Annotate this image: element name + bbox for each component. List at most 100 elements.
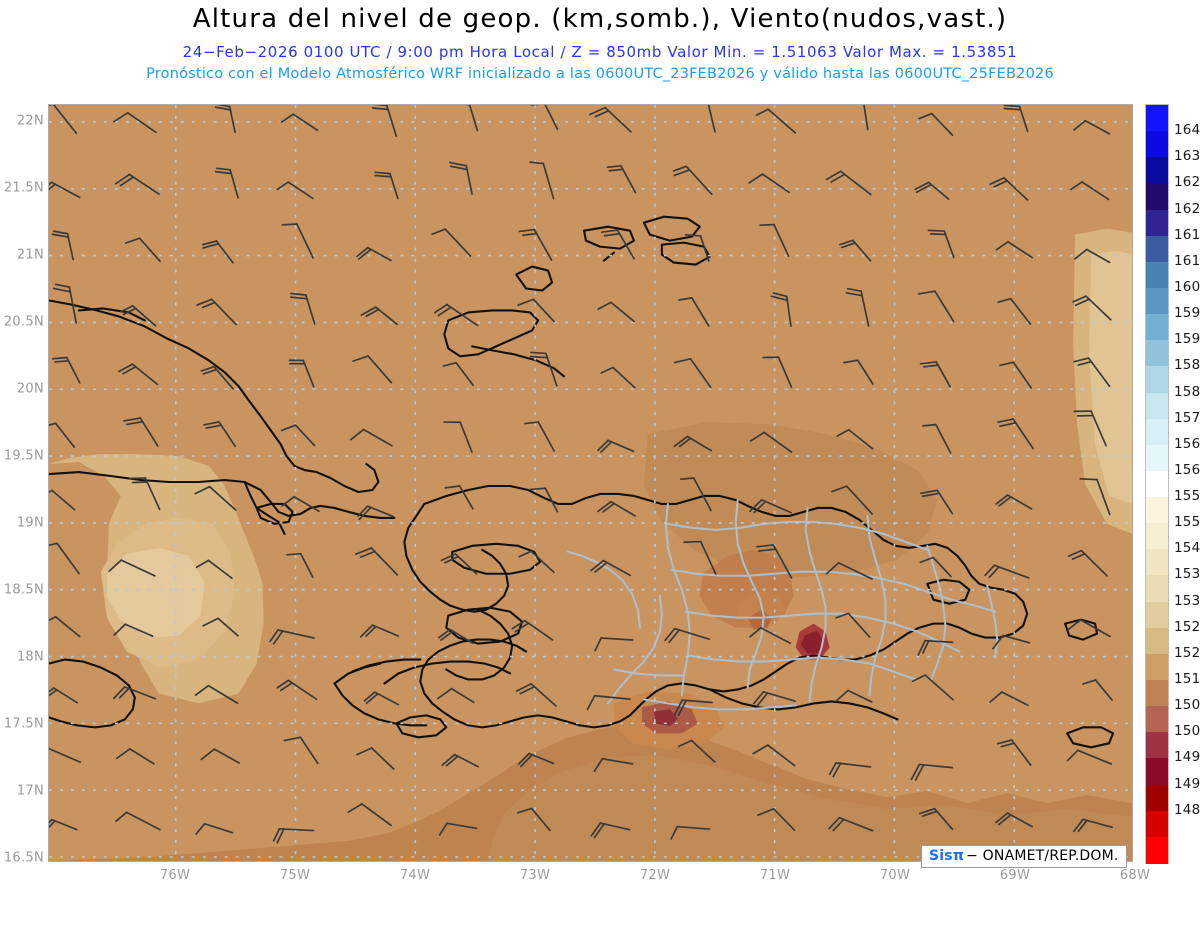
wind-barb-shaft	[1018, 105, 1029, 133]
wind-barb-shaft	[52, 687, 78, 704]
colorbar-label-1563: 1563	[1174, 461, 1200, 478]
wind-barb-feather	[606, 164, 622, 169]
wind-barb-feather	[772, 292, 788, 298]
wind-barb-shaft	[1006, 812, 1034, 828]
wind-barb-shaft	[1096, 478, 1111, 516]
wind-barb-shaft	[524, 619, 554, 641]
wind-barb-shaft	[458, 485, 474, 510]
wind-barb-feather	[1067, 549, 1083, 557]
colorbar-swatch	[1146, 523, 1168, 550]
wind-barb-shaft	[56, 542, 80, 575]
wind-barb-shaft	[299, 552, 314, 578]
lon-tick-72W: 72W	[639, 868, 671, 883]
wind-barb-shaft	[1007, 240, 1034, 259]
wind-barb-feather	[1003, 105, 1021, 108]
colorbar-label-1515: 1515	[1174, 671, 1200, 688]
wind-barb-shaft	[532, 298, 555, 323]
wind-barb-shaft	[371, 624, 400, 637]
wind-barb-feather	[202, 368, 218, 375]
map-plot-area[interactable]	[48, 104, 1133, 862]
wind-barb-feather	[589, 106, 607, 116]
wind-barb-feather	[840, 242, 856, 249]
lat-tick-18-5N: 18.5N	[3, 582, 44, 598]
wind-barb-shaft	[601, 757, 634, 765]
wind-barb-feather	[280, 113, 295, 124]
wind-barb-shaft	[1082, 818, 1113, 829]
wind-barb-feather	[518, 228, 536, 233]
wind-barb-shaft	[607, 439, 635, 453]
wind-barb-shaft	[128, 173, 160, 196]
wind-barb-feather	[590, 822, 602, 837]
wind-barb-feather	[758, 548, 777, 552]
wind-barb-shaft	[932, 556, 952, 578]
wind-barb-shaft	[455, 361, 474, 387]
wind-barb-feather	[195, 559, 210, 569]
wind-barb-feather	[286, 552, 302, 556]
wind-barb-feather	[54, 283, 71, 288]
wind-barb-feather	[921, 492, 941, 498]
wind-barb-feather	[1077, 360, 1093, 366]
wind-barb-feather	[205, 424, 223, 429]
wind-barb-feather	[49, 181, 53, 186]
wind-barb-feather	[921, 810, 938, 817]
wind-barb-feather	[600, 366, 614, 374]
credit-watermark: Sisπ − ONAMET/REP.DOM.	[921, 845, 1127, 868]
lon-tick-74W: 74W	[399, 868, 431, 883]
wind-barb-shaft	[51, 489, 76, 511]
wind-barb-shaft	[453, 753, 480, 768]
wind-barb-feather	[683, 540, 702, 544]
wind-barb-shaft	[838, 816, 874, 832]
lat-tick-19-5N: 19.5N	[3, 448, 44, 464]
colorbar-swatch	[1146, 340, 1168, 367]
wind-barb-shaft	[935, 361, 951, 388]
wind-barb-feather	[594, 637, 603, 652]
colorbar-label-1599: 1599	[1174, 305, 1200, 322]
wind-barb-feather	[594, 561, 608, 573]
wind-barb-feather	[927, 229, 946, 232]
wind-barb-shaft	[207, 684, 239, 705]
wind-barb-feather	[522, 232, 538, 237]
lon-tick-68W: 68W	[1119, 868, 1151, 883]
wind-barb-feather	[984, 564, 996, 577]
wind-barb-shaft	[610, 301, 635, 323]
wind-barb-shaft	[544, 487, 559, 513]
wind-barb-feather	[989, 177, 1005, 186]
wind-barb-shaft	[1000, 691, 1029, 707]
wind-barb-shaft	[537, 421, 556, 452]
wind-barb-shaft	[681, 699, 713, 704]
wind-barb-feather	[828, 762, 837, 776]
wind-barb-feather	[752, 744, 769, 755]
wind-barb-feather	[915, 183, 933, 194]
wind-barb-shaft	[218, 421, 237, 448]
wind-barb-feather	[1069, 181, 1083, 191]
page-title: Altura del nivel de geop. (km,somb.), Vi…	[192, 4, 1008, 34]
wind-barb-feather	[517, 752, 530, 765]
wind-barb-shaft	[125, 811, 161, 831]
wind-barb-feather	[214, 106, 232, 111]
colorbar-swatch	[1146, 758, 1168, 786]
colorbar-swatch	[1146, 183, 1168, 211]
wind-barb-shaft	[856, 359, 874, 385]
wind-barb-feather	[201, 301, 216, 309]
wind-barb-shaft	[533, 228, 553, 261]
wind-barb-feather	[1074, 248, 1088, 260]
wind-barb-feather	[1000, 742, 1015, 748]
wind-barb-shaft	[847, 612, 871, 638]
wind-barb-feather	[677, 699, 687, 717]
wind-barb-feather	[356, 246, 369, 258]
wind-barb-feather	[126, 420, 144, 426]
wind-barb-feather	[437, 306, 452, 317]
wind-barb-feather	[1074, 298, 1091, 307]
shading-band-1539-east	[1089, 250, 1132, 504]
wind-barb-feather	[755, 544, 775, 548]
wind-barb-shaft	[465, 164, 473, 195]
wind-barb-feather	[998, 496, 1012, 507]
wind-barb-shaft	[66, 232, 75, 261]
wind-barb-shaft	[1003, 177, 1029, 201]
wind-barb-shaft	[934, 290, 955, 323]
wind-barb-feather	[846, 287, 862, 293]
colorbar-swatch	[1146, 444, 1168, 472]
wind-barb-feather	[216, 105, 231, 108]
colorbar-swatch	[1146, 601, 1168, 629]
colorbar[interactable]	[1145, 104, 1169, 864]
